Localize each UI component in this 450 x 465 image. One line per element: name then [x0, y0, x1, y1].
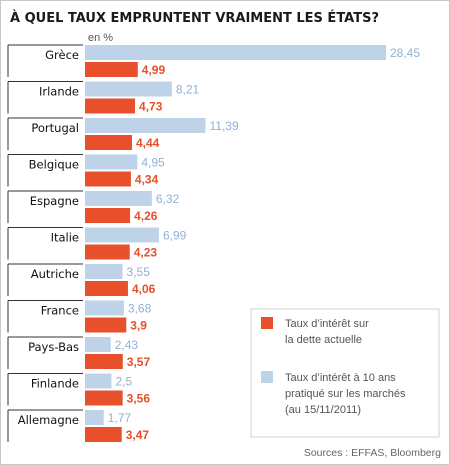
- data-label-current-rate: 4,99: [142, 63, 166, 77]
- bar-current-rate: [85, 135, 132, 150]
- bar-long-term-rate: [85, 410, 104, 425]
- data-label-long-term-rate: 1,77: [108, 411, 132, 425]
- category-label: Allemagne: [18, 413, 79, 427]
- chart-title: À QUEL TAUX EMPRUNTENT VRAIMENT LES ÉTAT…: [10, 10, 379, 26]
- data-label-long-term-rate: 8,21: [176, 83, 200, 97]
- data-label-current-rate: 4,23: [134, 246, 158, 260]
- chart-rows: Grèce 28,45 4,99 Irlande 8,21 4,73 Portugal 11,…: [7, 44, 420, 442]
- bar-long-term-rate: [85, 81, 172, 97]
- unit-label: en %: [88, 32, 113, 44]
- category-label: Belgique: [29, 158, 79, 172]
- legend-entry-text: Taux d’intérêt à 10 ans: [285, 372, 396, 384]
- bar-long-term-rate: [85, 154, 138, 170]
- category-label: Autriche: [31, 267, 79, 281]
- legend-box: [250, 308, 440, 438]
- legend-entry-text: (au 15/11/2011): [285, 404, 361, 416]
- category-label: Grèce: [45, 48, 79, 62]
- data-label-long-term-rate: 28,45: [390, 46, 420, 60]
- legend-swatch-current: [261, 317, 273, 329]
- bar-long-term-rate: [85, 373, 112, 389]
- data-label-current-rate: 3,57: [127, 355, 151, 369]
- data-label-long-term-rate: 2,5: [115, 375, 132, 389]
- data-label-current-rate: 4,73: [139, 100, 163, 114]
- data-label-long-term-rate: 6,32: [156, 192, 180, 206]
- data-label-long-term-rate: 11,39: [210, 119, 239, 133]
- source-note: Sources : EFFAS, Bloomberg: [304, 447, 441, 459]
- legend-entry-text: la dette actuelle: [285, 334, 362, 346]
- data-label-long-term-rate: 4,95: [141, 156, 165, 170]
- bar-current-rate: [85, 317, 127, 333]
- data-label-current-rate: 4,44: [136, 136, 160, 150]
- bar-current-rate: [85, 354, 123, 369]
- data-label-current-rate: 4,34: [135, 173, 159, 187]
- category-label: Irlande: [39, 85, 79, 99]
- bar-long-term-rate: [85, 300, 124, 316]
- category-label: Italie: [51, 231, 79, 245]
- data-label-long-term-rate: 6,99: [163, 229, 187, 243]
- bar-long-term-rate: [85, 45, 386, 60]
- bar-current-rate: [85, 171, 131, 187]
- data-label-current-rate: 3,56: [127, 392, 151, 406]
- bar-long-term-rate: [85, 118, 206, 133]
- bar-long-term-rate: [85, 264, 123, 279]
- bar-current-rate: [85, 98, 136, 114]
- category-label: Pays-Bas: [28, 340, 79, 354]
- bar-long-term-rate: [85, 337, 111, 352]
- bar-current-rate: [85, 62, 138, 77]
- legend: Taux d’intérêt sur la dette actuelle Taux …: [250, 308, 440, 438]
- bar-long-term-rate: [85, 227, 159, 243]
- bar-current-rate: [85, 281, 128, 296]
- data-label-current-rate: 4,06: [132, 282, 156, 296]
- category-label: Finlande: [31, 377, 79, 391]
- data-label-long-term-rate: 2,43: [115, 338, 139, 352]
- legend-swatch-long-term: [261, 371, 273, 383]
- bar-current-rate: [85, 208, 131, 223]
- bar-current-rate: [85, 244, 130, 260]
- category-label: Portugal: [31, 121, 79, 135]
- bar-current-rate: [85, 390, 123, 406]
- data-label-current-rate: 3,9: [130, 319, 147, 333]
- legend-entry-text: pratiqué sur les marchés: [285, 388, 406, 400]
- data-label-current-rate: 4,26: [134, 209, 158, 223]
- data-label-long-term-rate: 3,68: [128, 302, 152, 316]
- data-label-long-term-rate: 3,55: [127, 265, 151, 279]
- bar-long-term-rate: [85, 191, 152, 206]
- bar-current-rate: [85, 427, 122, 442]
- category-label: Espagne: [30, 194, 79, 208]
- category-label: France: [41, 304, 79, 318]
- data-label-current-rate: 3,47: [126, 428, 150, 442]
- legend-entry-text: Taux d’intérêt sur: [285, 318, 369, 330]
